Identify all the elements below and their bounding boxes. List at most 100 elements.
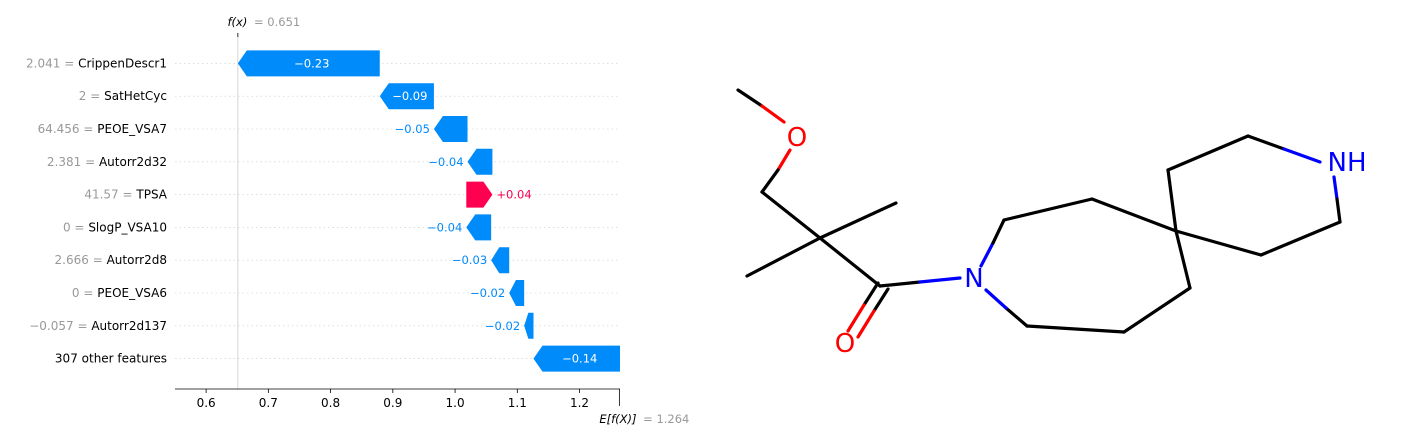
bond <box>979 241 995 268</box>
bond <box>818 236 882 288</box>
feature-name: SlogP_VSA10 <box>88 220 167 234</box>
bond <box>991 218 1006 245</box>
bond <box>776 148 792 172</box>
contribution-label: −0.14 <box>562 352 597 366</box>
feature-label: 2 = SatHetCyc <box>79 89 167 103</box>
base-value: = 1.264 <box>643 412 689 426</box>
feature-labels: 2.041 = CrippenDescr1 2 = SatHetCyc 64.456… <box>26 56 168 365</box>
contribution-label: −0.09 <box>392 89 427 103</box>
feature-name: PEOE_VSA6 <box>97 286 167 300</box>
feature-name: 307 other features <box>55 352 167 366</box>
bond <box>984 288 1008 310</box>
bond <box>846 303 866 333</box>
bond <box>1174 229 1263 257</box>
x-tick-label: 1.0 <box>446 396 465 410</box>
feature-value: 0 = <box>63 220 88 234</box>
feature-value: −0.057 = <box>29 319 91 333</box>
x-axis-ticks: 0.6 0.7 0.8 0.9 1.0 1.1 1.2 <box>197 389 589 410</box>
feature-name: Autorr2d32 <box>99 155 167 169</box>
feature-name: CrippenDescr1 <box>78 56 167 70</box>
feature-label: 2.666 = Autorr2d8 <box>55 253 167 267</box>
atom-nitrogen-amine: NH <box>1328 148 1367 178</box>
bond <box>1174 229 1192 290</box>
bond <box>918 276 962 284</box>
x-tick-label: 0.6 <box>197 396 216 410</box>
feature-label: −0.057 = Autorr2d137 <box>29 319 167 333</box>
contribution-label: −0.23 <box>294 56 329 70</box>
bond <box>872 287 890 313</box>
feature-name: PEOE_VSA7 <box>97 122 167 136</box>
contribution-label: +0.04 <box>496 188 531 202</box>
contribution-bar <box>533 345 620 372</box>
x-tick-label: 0.9 <box>383 396 402 410</box>
shap-waterfall-chart: −0.23 −0.09 −0.05 −0.04 +0.04 −0.04 −0.03 −0.02… <box>26 15 689 426</box>
bond <box>736 88 764 108</box>
contribution-bar <box>237 50 380 77</box>
feature-name: Autorr2d137 <box>91 319 167 333</box>
bond <box>878 280 922 288</box>
contribution-bar <box>433 116 468 142</box>
bond <box>818 201 898 240</box>
feature-name: Autorr2d8 <box>107 253 167 267</box>
bond <box>1025 324 1126 334</box>
contribution-bar <box>524 312 534 339</box>
atom-nitrogen-amide: N <box>964 264 983 294</box>
bond <box>1090 197 1178 233</box>
contribution-label: −0.05 <box>395 122 430 136</box>
feature-value: 0 = <box>72 286 97 300</box>
feature-value: 64.456 = <box>38 122 98 136</box>
feature-name: TPSA <box>135 188 167 202</box>
fx-annotation: f(x) = 0.651 <box>228 15 301 29</box>
fx-label: f(x) <box>228 15 248 29</box>
contribution-label: −0.03 <box>452 253 487 267</box>
feature-label: 64.456 = PEOE_VSA7 <box>38 122 167 136</box>
feature-label: 41.57 = TPSA <box>84 188 167 202</box>
bond <box>1332 175 1339 201</box>
feature-label: 0 = PEOE_VSA6 <box>72 286 167 300</box>
bond <box>862 281 880 307</box>
contribution-bar <box>509 280 525 306</box>
bond <box>1004 306 1029 328</box>
atom-oxygen-ether: O <box>787 123 807 153</box>
bond <box>1166 134 1250 172</box>
feature-value: 41.57 = <box>84 188 136 202</box>
feature-value: 2.041 = <box>26 56 78 70</box>
feature-value: 2.666 = <box>55 253 107 267</box>
contribution-bars: −0.23 −0.09 −0.05 −0.04 +0.04 −0.04 −0.03 −0.02… <box>237 50 620 372</box>
contribution-bar <box>466 214 492 241</box>
feature-label: 0 = SlogP_VSA10 <box>63 220 167 234</box>
bond <box>760 190 822 240</box>
contribution-bar <box>467 148 493 175</box>
bond <box>856 309 876 339</box>
fx-value: = 0.651 <box>254 15 300 29</box>
base-label: E[f(X)] <box>599 412 636 426</box>
x-tick-label: 0.8 <box>321 396 340 410</box>
bond <box>1246 134 1286 151</box>
molecule-structure: O O N NH <box>736 88 1367 359</box>
feature-name: SatHetCyc <box>104 89 167 103</box>
x-tick-label: 1.1 <box>508 396 527 410</box>
feature-label: 2.381 = Autorr2d32 <box>47 155 167 169</box>
bond <box>760 168 780 194</box>
bond <box>760 104 786 124</box>
contribution-label: −0.02 <box>485 319 520 333</box>
bond <box>1166 168 1178 233</box>
x-tick-label: 1.2 <box>570 396 589 410</box>
feature-value: 2.381 = <box>47 155 99 169</box>
atom-oxygen-carbonyl: O <box>835 329 855 359</box>
contribution-bar <box>491 247 510 274</box>
base-value-annotation: E[f(X)] = 1.264 <box>599 412 689 426</box>
contribution-bar <box>466 181 493 208</box>
contribution-label: −0.02 <box>470 286 505 300</box>
bond <box>1002 197 1094 222</box>
bond <box>1335 197 1342 224</box>
feature-label: 2.041 = CrippenDescr1 <box>26 56 167 70</box>
contribution-label: −0.04 <box>427 220 462 234</box>
bond <box>1259 220 1342 257</box>
bond <box>1122 286 1192 334</box>
feature-label: 307 other features <box>55 352 167 366</box>
x-tick-label: 0.7 <box>259 396 278 410</box>
contribution-label: −0.04 <box>428 155 463 169</box>
feature-value: 2 = <box>79 89 104 103</box>
